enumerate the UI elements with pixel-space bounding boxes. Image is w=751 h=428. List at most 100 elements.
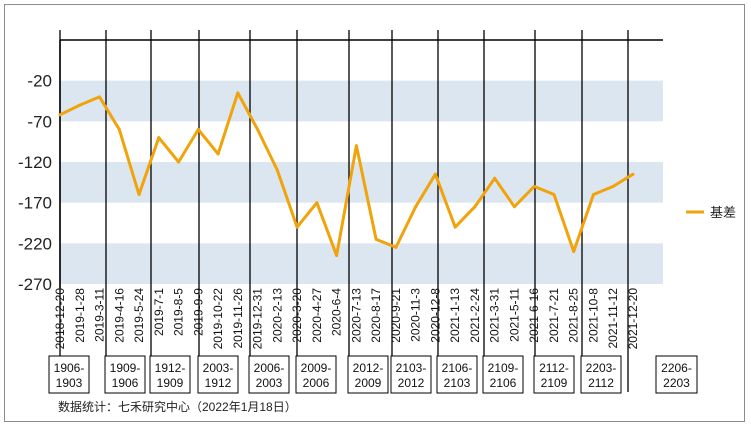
svg-text:2103: 2103 bbox=[444, 376, 471, 390]
data-point bbox=[177, 160, 181, 164]
data-point bbox=[157, 136, 161, 140]
data-point bbox=[256, 127, 260, 131]
svg-text:2112-: 2112- bbox=[539, 361, 569, 375]
x-tick-label: 2020-8-17 bbox=[369, 288, 383, 343]
svg-text:2006-: 2006- bbox=[254, 361, 285, 375]
x-tick-label: 2019-4-16 bbox=[112, 288, 126, 343]
svg-text:2003-: 2003- bbox=[203, 361, 234, 375]
x-axis: 2018-12-20 2019-1-28 2019-3-11 2019-4-16 201… bbox=[53, 288, 640, 350]
x-tick-label: 2020-6-4 bbox=[330, 288, 344, 336]
x-tick-label: 2019-10-22 bbox=[211, 288, 225, 350]
data-point bbox=[335, 254, 339, 258]
svg-text:1912: 1912 bbox=[205, 376, 232, 390]
y-tick-label: -170 bbox=[18, 194, 52, 213]
svg-text:1909-: 1909- bbox=[110, 361, 141, 375]
x-tick-label: 2020-2-13 bbox=[270, 288, 284, 343]
data-point bbox=[631, 172, 635, 176]
x-tick-label: 2019-8-5 bbox=[172, 288, 186, 336]
data-point bbox=[512, 205, 516, 209]
data-point bbox=[354, 144, 358, 148]
y-tick-label: -120 bbox=[18, 153, 52, 172]
x-tick-label: 2019-1-28 bbox=[73, 288, 87, 343]
x-tick-label: 2019-12-31 bbox=[251, 288, 265, 350]
x-tick-label: 2021-11-12 bbox=[606, 288, 620, 349]
x-tick-label: 2021-10-8 bbox=[586, 288, 600, 343]
x-tick-label: 2021-1-13 bbox=[448, 288, 462, 343]
data-point bbox=[196, 127, 200, 131]
legend-label: 基差 bbox=[710, 205, 736, 220]
grid-band bbox=[60, 80, 663, 122]
x-tick-label: 2018-12-20 bbox=[53, 288, 67, 350]
source-note: 数据统计：七禾研究中心（2022年1月18日） bbox=[58, 399, 297, 414]
contract-box: 2003-1912 bbox=[197, 355, 239, 394]
svg-text:1909: 1909 bbox=[157, 376, 184, 390]
contract-box: 1909-1906 bbox=[104, 355, 146, 394]
x-tick-label: 2019-9-9 bbox=[191, 288, 205, 336]
contract-box: 1906-1903 bbox=[48, 355, 90, 394]
data-point bbox=[611, 184, 615, 188]
data-point bbox=[275, 168, 279, 172]
data-point bbox=[315, 201, 319, 205]
x-tick-label: 2021-6-16 bbox=[527, 288, 541, 343]
data-point bbox=[374, 237, 378, 241]
data-point bbox=[137, 193, 141, 197]
contract-box: 2109-2106 bbox=[482, 355, 524, 394]
x-tick-label: 2019-3-11 bbox=[93, 288, 107, 342]
series-group bbox=[58, 91, 635, 258]
y-tick-label: -220 bbox=[18, 234, 52, 253]
contract-boxes: 1906-1903 1909-1906 1912-1909 2003-1912 2006… bbox=[48, 355, 698, 394]
svg-text:2106-: 2106- bbox=[442, 361, 473, 375]
svg-text:2203: 2203 bbox=[663, 376, 690, 390]
contract-box: 2203-2112 bbox=[580, 355, 622, 394]
x-tick-label: 2020-3-20 bbox=[290, 288, 304, 343]
data-point bbox=[117, 127, 121, 131]
contract-divider-lines bbox=[59, 30, 629, 392]
svg-text:1912-: 1912- bbox=[155, 361, 186, 375]
svg-text:2103-: 2103- bbox=[396, 361, 427, 375]
svg-text:2112: 2112 bbox=[588, 376, 614, 390]
svg-text:2109-: 2109- bbox=[488, 361, 519, 375]
svg-text:2012-: 2012- bbox=[353, 361, 384, 375]
data-point bbox=[394, 245, 398, 249]
y-tick-label: -70 bbox=[27, 112, 52, 131]
legend: 基差 bbox=[686, 205, 736, 220]
svg-text:2003: 2003 bbox=[256, 376, 283, 390]
svg-text:2109: 2109 bbox=[541, 376, 568, 390]
contract-box: 2103-2012 bbox=[390, 355, 432, 394]
data-point bbox=[493, 176, 497, 180]
data-point bbox=[552, 193, 556, 197]
x-tick-label: 2020-4-27 bbox=[310, 288, 324, 343]
contract-box: 2206-2203 bbox=[655, 355, 698, 394]
svg-text:2012: 2012 bbox=[398, 376, 425, 390]
data-point bbox=[414, 205, 418, 209]
chart-frame bbox=[4, 4, 745, 422]
data-point bbox=[532, 184, 536, 188]
x-tick-label: 2019-11-26 bbox=[231, 288, 245, 349]
data-point bbox=[572, 249, 576, 253]
data-point bbox=[473, 205, 477, 209]
y-tick-label: -270 bbox=[18, 275, 52, 294]
data-point bbox=[236, 91, 240, 95]
x-tick-label: 2021-3-31 bbox=[488, 288, 502, 343]
x-tick-label: 2019-7-1 bbox=[152, 288, 166, 336]
x-tick-label: 2019-5-24 bbox=[132, 288, 146, 343]
svg-text:1906-: 1906- bbox=[54, 361, 85, 375]
svg-text:2106: 2106 bbox=[490, 376, 517, 390]
data-point bbox=[58, 113, 62, 117]
data-point bbox=[98, 95, 102, 99]
data-point bbox=[295, 225, 299, 229]
x-tick-label: 2021-12-20 bbox=[626, 288, 640, 350]
series-line-basis bbox=[59, 91, 634, 257]
data-point bbox=[591, 193, 595, 197]
data-point bbox=[453, 225, 457, 229]
data-point bbox=[433, 172, 437, 176]
x-tick-label: 2020-7-13 bbox=[349, 288, 363, 343]
svg-text:1906: 1906 bbox=[112, 376, 139, 390]
svg-text:2203-: 2203- bbox=[586, 361, 617, 375]
svg-text:2009: 2009 bbox=[355, 376, 382, 390]
svg-text:2006: 2006 bbox=[303, 376, 330, 390]
x-tick-label: 2021-2-24 bbox=[468, 288, 482, 343]
x-tick-label: 2020-11-3 bbox=[409, 288, 423, 342]
x-tick-label: 2021-8-25 bbox=[567, 288, 581, 343]
